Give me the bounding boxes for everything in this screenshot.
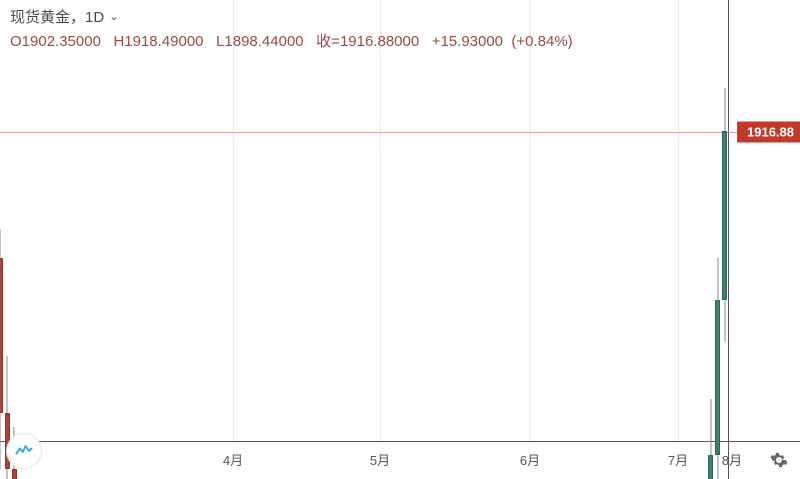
month-gridline xyxy=(530,0,531,441)
open-value: 1902.35000 xyxy=(22,33,101,50)
current-price-tag[interactable]: 1916.88 xyxy=(737,122,800,143)
change-abs-value: +15.93000 xyxy=(432,33,503,50)
x-axis-line xyxy=(0,441,800,442)
chevron-down-icon[interactable]: ⌄ xyxy=(109,10,118,23)
symbol-title-row[interactable]: 现货黄金，1D ⌄ xyxy=(10,6,118,27)
candlestick-chart-app: 1916.88 4月 5月 6月 7月 8月 现货黄金，1D ⌄ O1902.3… xyxy=(0,0,800,479)
x-axis-label-april: 4月 xyxy=(223,450,243,469)
month-gridline xyxy=(678,0,679,441)
x-axis-label-may: 5月 xyxy=(370,450,390,469)
high-label: H xyxy=(113,33,124,50)
settings-gear-icon xyxy=(770,451,788,469)
x-axis-label-june: 6月 xyxy=(520,450,540,469)
current-price-reference-line xyxy=(0,132,800,133)
candlestick-body xyxy=(722,131,726,300)
high-value: 1918.49000 xyxy=(124,33,203,50)
x-axis-label-july: 7月 xyxy=(668,450,688,469)
candlestick-body xyxy=(715,300,719,455)
cloud-chart-toggle-button[interactable] xyxy=(6,433,42,469)
open-label: O xyxy=(10,33,22,50)
symbol-title: 现货黄金，1D xyxy=(10,6,104,27)
ohlc-summary-row: O1902.35000 H1918.49000 L1898.44000 收=19… xyxy=(10,30,573,51)
close-value: 1916.88000 xyxy=(340,33,419,50)
month-gridline xyxy=(380,0,381,441)
candlestick-body xyxy=(0,258,3,413)
cloud-chart-icon xyxy=(14,441,34,461)
close-label: 收 xyxy=(316,33,331,50)
x-axis-label-august: 8月 xyxy=(722,450,742,469)
now-divider-line xyxy=(728,0,729,479)
candlestick-body xyxy=(12,469,16,479)
low-value: 1898.44000 xyxy=(224,33,303,50)
candlestick-body xyxy=(708,455,712,479)
settings-gear-button[interactable] xyxy=(766,447,792,473)
plot-area: 1916.88 4月 5月 6月 7月 8月 xyxy=(0,0,800,479)
change-pct-value: (+0.84%) xyxy=(511,33,572,50)
month-gridline xyxy=(233,0,234,441)
